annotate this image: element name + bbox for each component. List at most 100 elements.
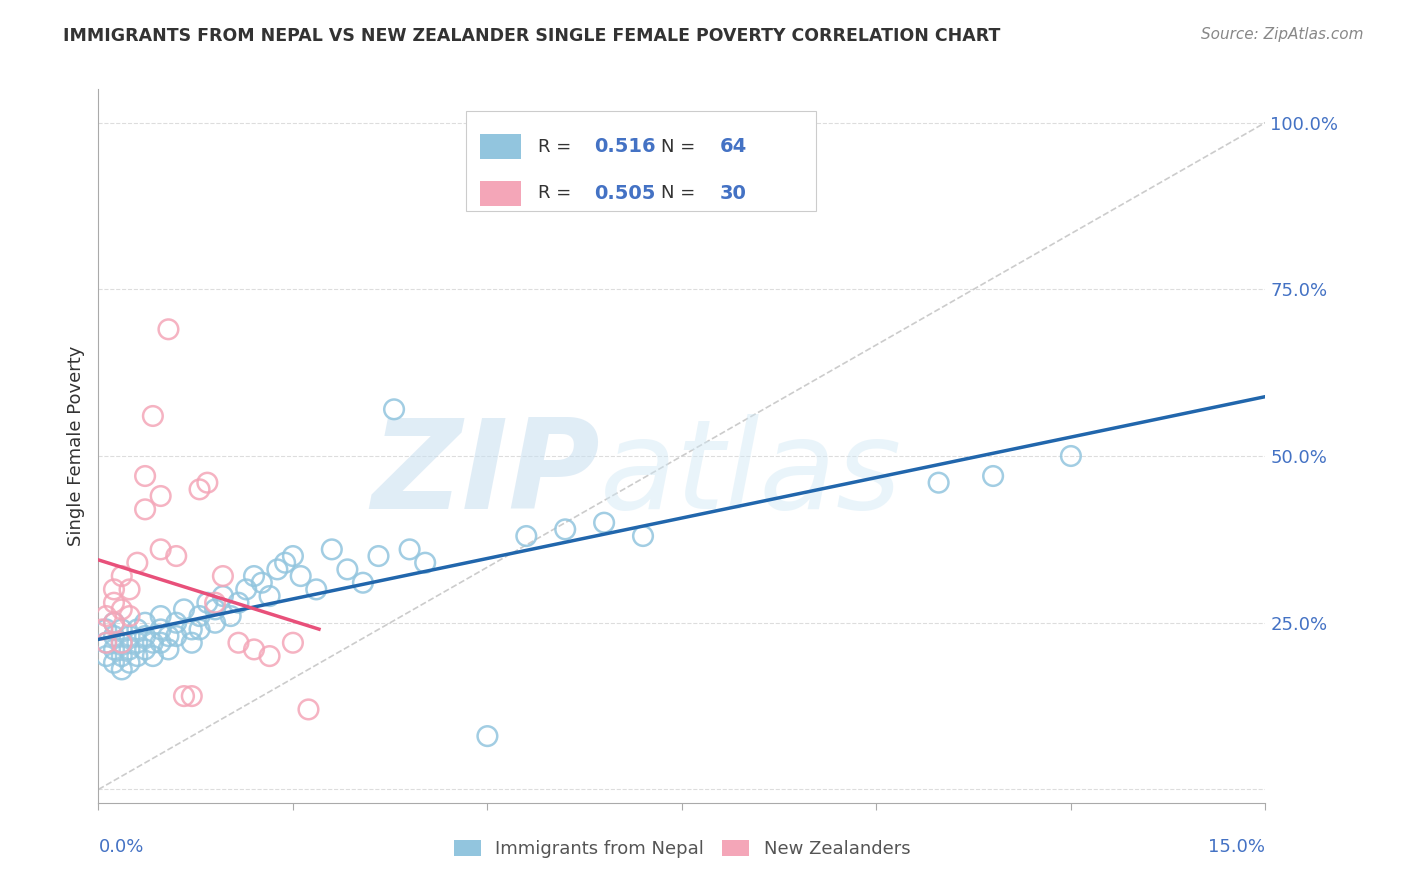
Point [142,636,165,650]
Point [212,589,235,603]
Point [165,615,187,630]
Point [195,596,218,610]
Point [103,596,125,610]
Text: N =: N = [661,184,695,202]
Text: N =: N = [661,137,695,155]
Point [228,596,250,610]
Point [103,615,125,630]
Point [274,556,297,570]
Point [118,629,141,643]
Point [173,689,195,703]
Point [103,582,125,597]
Point [204,615,226,630]
Point [928,475,950,490]
Text: 15.0%: 15.0% [1208,838,1265,855]
Point [321,542,343,557]
Point [134,502,156,516]
Point [118,582,141,597]
Point [149,489,172,503]
Point [118,609,141,624]
Point [631,529,654,543]
Point [127,556,149,570]
Point [157,322,180,336]
Point [554,522,576,536]
Point [180,689,202,703]
Point [134,642,156,657]
Point [243,642,266,657]
Point [134,629,156,643]
Point [228,636,250,650]
Point [1060,449,1083,463]
Point [118,656,141,670]
Point [96,623,118,637]
Point [103,615,125,630]
Text: 64: 64 [720,137,747,156]
Text: IMMIGRANTS FROM NEPAL VS NEW ZEALANDER SINGLE FEMALE POVERTY CORRELATION CHART: IMMIGRANTS FROM NEPAL VS NEW ZEALANDER S… [63,27,1001,45]
Point [188,623,211,637]
Point [367,549,389,563]
Text: atlas: atlas [600,414,903,535]
Point [165,549,187,563]
Point [281,549,304,563]
FancyBboxPatch shape [479,134,520,159]
Point [981,469,1004,483]
Point [96,649,118,664]
Point [96,609,118,624]
Point [212,569,235,583]
Point [111,649,134,664]
Point [180,636,202,650]
Legend: Immigrants from Nepal, New Zealanders: Immigrants from Nepal, New Zealanders [446,832,918,865]
Point [243,569,266,583]
Text: R =: R = [538,137,572,155]
Point [127,649,149,664]
Point [111,662,134,676]
Text: R =: R = [538,184,572,202]
Point [103,629,125,643]
Point [259,649,281,664]
Point [297,702,319,716]
Point [290,569,312,583]
Point [127,636,149,650]
Point [111,636,134,650]
Point [219,609,242,624]
Point [111,623,134,637]
Point [96,636,118,650]
Text: 0.505: 0.505 [595,184,655,202]
Point [134,469,156,483]
Point [173,602,195,616]
Y-axis label: Single Female Poverty: Single Female Poverty [66,346,84,546]
Point [204,602,226,616]
Text: Source: ZipAtlas.com: Source: ZipAtlas.com [1201,27,1364,42]
FancyBboxPatch shape [465,111,815,211]
Text: 0.0%: 0.0% [98,838,143,855]
Point [266,562,288,576]
Point [142,649,165,664]
FancyBboxPatch shape [479,180,520,205]
Text: 30: 30 [720,184,747,202]
Point [352,575,374,590]
Point [96,636,118,650]
Text: 0.516: 0.516 [595,137,657,156]
Point [91,623,114,637]
Point [188,483,211,497]
Point [103,642,125,657]
Point [195,475,218,490]
Point [111,569,134,583]
Point [515,529,537,543]
Point [413,556,436,570]
Point [398,542,420,557]
Point [149,542,172,557]
Point [111,602,134,616]
Point [157,642,180,657]
Point [477,729,499,743]
Point [188,609,211,624]
Point [281,636,304,650]
Point [142,409,165,423]
Point [111,636,134,650]
Point [250,575,273,590]
Point [103,656,125,670]
Point [336,562,359,576]
Point [149,636,172,650]
Point [235,582,257,597]
Point [118,642,141,657]
